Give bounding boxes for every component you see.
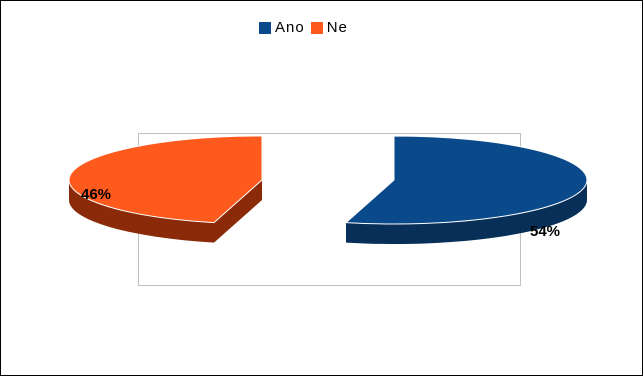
data-label-ne: 46% [81, 186, 111, 203]
data-label-ano: 54% [530, 223, 560, 240]
legend-item-ano: Ano [259, 19, 305, 37]
legend-swatch-ne [310, 22, 323, 34]
pie-slice-edge-ne-0 [214, 180, 262, 243]
legend-item-ne: Ne [310, 19, 348, 37]
slices-layer [68, 135, 588, 244]
legend-swatch-ano [259, 22, 271, 34]
pie-slice-top-ano [344, 135, 588, 225]
legend-label-ano: Ano [275, 19, 305, 36]
pie-slice-side-ano [346, 180, 587, 244]
legend-label-ne: Ne [326, 19, 348, 36]
pie-slice-side-ne [69, 180, 215, 243]
pie-slice-top-ne [68, 135, 263, 224]
pie-slice-ano [344, 135, 588, 244]
legend: Ano Ne [259, 19, 348, 37]
pie-slice-ne [68, 135, 263, 243]
